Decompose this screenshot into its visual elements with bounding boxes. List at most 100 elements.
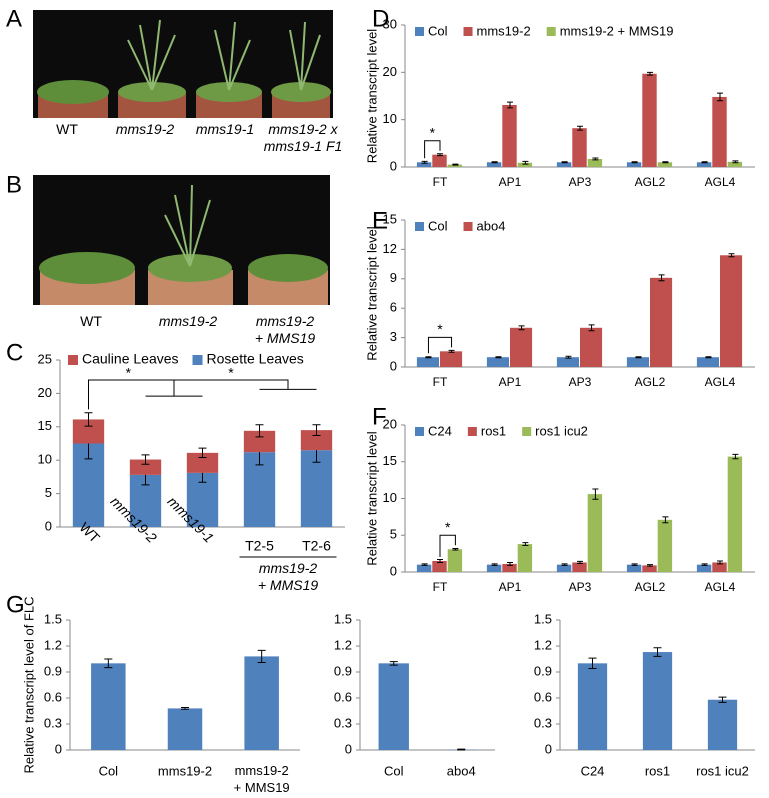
x-tick-label: Col <box>384 763 404 778</box>
error-bar <box>452 547 459 551</box>
bar <box>440 351 463 367</box>
annotation: * <box>430 124 436 140</box>
error-bar <box>653 647 662 657</box>
legend-swatch <box>467 427 477 436</box>
bar <box>91 663 126 750</box>
y-tick-label: 5 <box>390 527 397 542</box>
y-tick-label: 0 <box>545 741 552 756</box>
bar <box>556 357 579 367</box>
bar <box>244 656 279 750</box>
legend-label: C24 <box>428 423 452 438</box>
y-tick-label: 0.3 <box>44 715 62 730</box>
bar <box>696 162 712 167</box>
bar-segment <box>186 452 219 473</box>
y-tick-label: 15 <box>383 211 397 226</box>
legend-swatch <box>415 222 424 231</box>
x-tick-label: AGL4 <box>705 375 736 389</box>
legend-label: Cauline Leaves <box>82 351 179 367</box>
error-bar <box>592 488 599 500</box>
error-bar <box>631 161 638 164</box>
error-bar <box>732 453 739 460</box>
photo-caption: WT <box>80 313 102 329</box>
error-bar <box>491 161 498 164</box>
group-label: mms19-2 + MMS19 <box>258 560 319 593</box>
y-tick-label: 9 <box>390 270 397 285</box>
error-bar <box>662 516 669 524</box>
error-bar <box>312 424 321 436</box>
error-bar <box>577 125 583 131</box>
y-tick-label: 0.9 <box>44 663 62 678</box>
photo-caption-line: mms19-2 <box>256 313 315 329</box>
bar <box>712 562 727 572</box>
y-tick-label: 0.3 <box>334 715 352 730</box>
bar <box>696 357 719 367</box>
x-tick-label: ros1 <box>645 763 670 778</box>
y-axis-label: Relative transcript level <box>364 431 379 565</box>
sig-bracket <box>174 379 317 390</box>
bar-segment <box>129 459 162 475</box>
error-bar <box>592 157 599 161</box>
y-tick-label: 0 <box>390 563 397 578</box>
y-tick-label: 15 <box>383 453 397 468</box>
error-bar <box>728 253 735 258</box>
error-bar <box>257 649 266 663</box>
bar <box>657 519 673 572</box>
photo-caption: mms19-2 <box>159 313 218 329</box>
photo-caption-line: mms19-1 F1 <box>264 138 343 154</box>
bar <box>626 564 642 572</box>
legend-label: Col <box>428 23 448 38</box>
sig-bracket <box>88 379 203 410</box>
error-bar <box>457 748 466 751</box>
bar <box>727 456 743 572</box>
bar <box>510 327 533 367</box>
y-tick-label: 0 <box>345 741 352 756</box>
error-bar <box>561 161 568 164</box>
bar <box>517 544 533 572</box>
x-tick-label: FT <box>433 580 448 594</box>
legend-label: abo4 <box>477 218 506 233</box>
sig-bracket <box>424 140 441 159</box>
error-bar <box>565 355 572 359</box>
legend-swatch <box>522 427 532 436</box>
bar <box>696 564 712 572</box>
bar-segment <box>300 450 333 527</box>
panel-label: G <box>6 591 25 618</box>
error-bar <box>448 349 455 353</box>
photo-caption-line: + MMS19 <box>255 330 316 346</box>
bar <box>416 357 439 367</box>
y-tick-label: 1.5 <box>44 611 62 626</box>
bar <box>486 357 509 367</box>
error-bar <box>507 101 513 109</box>
panel-label: F <box>372 403 387 430</box>
error-bar <box>437 559 443 563</box>
error-bar <box>141 454 150 465</box>
bar <box>712 96 727 167</box>
y-tick-label: 0.3 <box>534 715 552 730</box>
bar <box>416 162 432 167</box>
x-tick-label: T2-6 <box>302 538 331 554</box>
x-tick-label: AGL2 <box>635 375 666 389</box>
error-bar <box>732 160 739 164</box>
bar <box>556 162 572 167</box>
x-tick-label: mms19-2 + MMS19 <box>234 763 290 795</box>
legend-label: Rosette Leaves <box>207 351 304 367</box>
legend-swatch <box>546 27 556 36</box>
y-tick-label: 15 <box>38 418 52 433</box>
y-tick-label: 12 <box>383 241 397 256</box>
error-bar <box>658 274 665 282</box>
legend-swatch <box>415 27 424 36</box>
bar <box>486 564 502 572</box>
legend-label: mms19-2 + MMS19 <box>560 23 674 38</box>
photo-caption: mms19-1 <box>196 121 254 137</box>
error-bar <box>84 412 93 427</box>
error-bar <box>518 325 525 331</box>
y-tick-label: 10 <box>383 111 397 126</box>
error-bar <box>561 563 568 566</box>
error-bar <box>389 661 398 666</box>
x-tick-label: AGL2 <box>635 580 666 594</box>
photo-caption-line: mms19-2 x <box>268 121 338 137</box>
error-bar <box>491 563 498 566</box>
photo-caption: WT <box>56 121 78 137</box>
y-axis-label: Relative transcript level <box>364 226 379 360</box>
